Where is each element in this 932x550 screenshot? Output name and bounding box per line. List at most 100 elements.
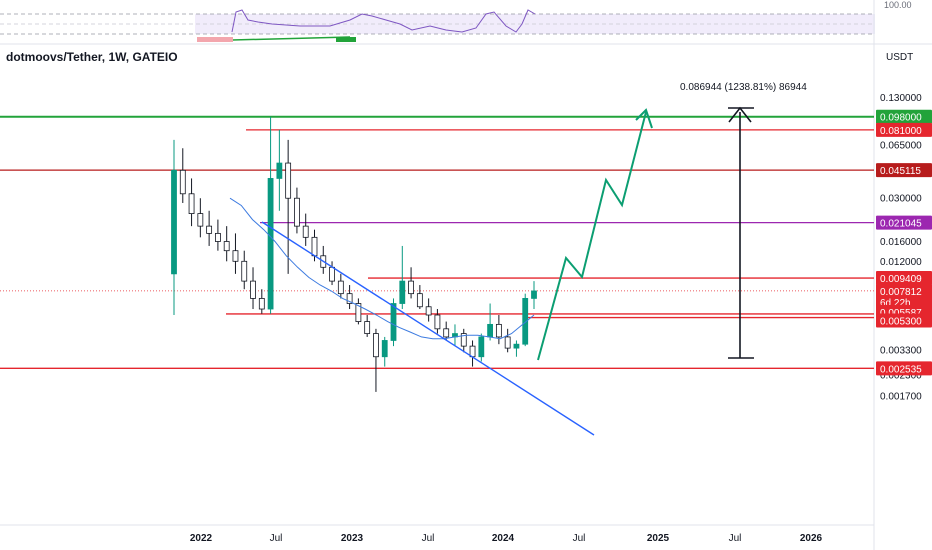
candle-body xyxy=(232,250,239,262)
candle xyxy=(504,328,511,353)
candle xyxy=(531,281,537,310)
candle-body xyxy=(311,236,318,257)
x-tick-label: 2024 xyxy=(492,533,515,544)
candle xyxy=(232,233,239,274)
price-level-label: 0.021045 xyxy=(880,219,922,230)
candle xyxy=(416,285,423,310)
y-tick-label: 0.065000 xyxy=(880,141,922,152)
candle-body xyxy=(513,343,520,349)
candle-body xyxy=(179,169,186,195)
candle-body xyxy=(381,340,388,358)
candle xyxy=(425,298,432,322)
projection-arrowhead xyxy=(635,108,653,129)
candle xyxy=(250,267,256,310)
price-level-label: 0.009409 xyxy=(880,274,922,285)
candle xyxy=(487,303,493,341)
x-tick-label: 2026 xyxy=(800,533,823,544)
y-tick-label: 0.012000 xyxy=(880,257,922,268)
projection-path xyxy=(537,111,647,361)
candle-body xyxy=(416,293,423,308)
price-level-label-bg xyxy=(876,163,932,178)
candle xyxy=(276,129,283,211)
rsi-divergence-line xyxy=(231,36,351,41)
candle-body xyxy=(522,298,529,345)
candle xyxy=(364,315,371,337)
price-level-label: 0.081000 xyxy=(880,126,922,137)
x-tick-label: Jul xyxy=(422,533,435,544)
x-tick-label: 2023 xyxy=(341,533,364,544)
candle xyxy=(206,210,213,246)
candle xyxy=(171,139,177,316)
candle-body xyxy=(197,213,204,227)
candle-body xyxy=(408,280,414,295)
candle xyxy=(267,116,274,314)
price-level-label-bg xyxy=(876,361,932,376)
candle xyxy=(399,245,406,310)
candle xyxy=(355,298,362,325)
candle xyxy=(460,328,467,353)
currency-label[interactable]: USDT xyxy=(886,52,914,63)
candle-body xyxy=(478,336,485,358)
price-level-label: 0.005300 xyxy=(880,317,922,328)
candle-body xyxy=(504,336,511,349)
candle-body xyxy=(355,303,362,322)
candle-body xyxy=(223,241,230,252)
candle-body xyxy=(531,290,537,299)
candle-body xyxy=(258,298,265,310)
candle-body xyxy=(364,321,371,334)
candle-body xyxy=(215,232,221,242)
x-tick-label: Jul xyxy=(729,533,742,544)
price-level-label-bg xyxy=(876,313,932,328)
y-tick-label: 0.130000 xyxy=(880,93,922,104)
candle xyxy=(294,187,300,234)
candle-body xyxy=(241,260,248,282)
candle-body xyxy=(460,333,467,347)
candle-body xyxy=(188,193,195,214)
candle xyxy=(179,148,186,203)
candle-body xyxy=(399,280,406,304)
candle-body xyxy=(267,178,274,310)
candle-body xyxy=(250,280,256,299)
price-level-label-bg xyxy=(876,122,932,137)
candle-body xyxy=(390,303,397,341)
candle xyxy=(302,213,309,246)
candle xyxy=(443,321,450,341)
rsi-green-marker xyxy=(336,37,356,42)
candle xyxy=(373,328,379,392)
candle-body xyxy=(495,323,502,338)
price-level-label: 0.098000 xyxy=(880,113,922,124)
moving-average-line xyxy=(229,197,535,340)
price-level-label: 0.045115 xyxy=(880,166,921,177)
candle-body xyxy=(276,162,283,179)
candle-body xyxy=(443,328,450,338)
candle xyxy=(452,324,458,347)
candle-body xyxy=(302,225,309,238)
x-tick-label: 2022 xyxy=(190,533,213,544)
candle-body xyxy=(285,162,292,199)
price-level-label-bg xyxy=(876,283,932,308)
y-tick-label: 0.001700 xyxy=(880,391,922,402)
candle xyxy=(381,336,388,367)
candle-body xyxy=(487,323,493,338)
candle xyxy=(241,250,248,290)
candle xyxy=(434,309,441,334)
candle xyxy=(329,261,335,286)
candle-body xyxy=(171,169,177,275)
candle-body xyxy=(337,280,344,295)
candle-body xyxy=(346,293,353,304)
rsi-line xyxy=(231,9,536,33)
candle xyxy=(469,340,476,367)
candle xyxy=(188,178,195,227)
symbol-title[interactable]: dotmoovs/Tether, 1W, GATEIO xyxy=(6,50,178,64)
candle xyxy=(513,340,520,357)
candle xyxy=(223,226,230,262)
candle xyxy=(478,333,485,362)
price-level-label: 0.005587 xyxy=(880,308,922,319)
x-tick-label: Jul xyxy=(270,533,283,544)
price-level-label: 0.007812 xyxy=(880,287,922,298)
candle xyxy=(337,273,344,299)
price-level-label-bg xyxy=(876,271,932,286)
candle-body xyxy=(434,314,441,330)
candle-body xyxy=(294,197,300,227)
